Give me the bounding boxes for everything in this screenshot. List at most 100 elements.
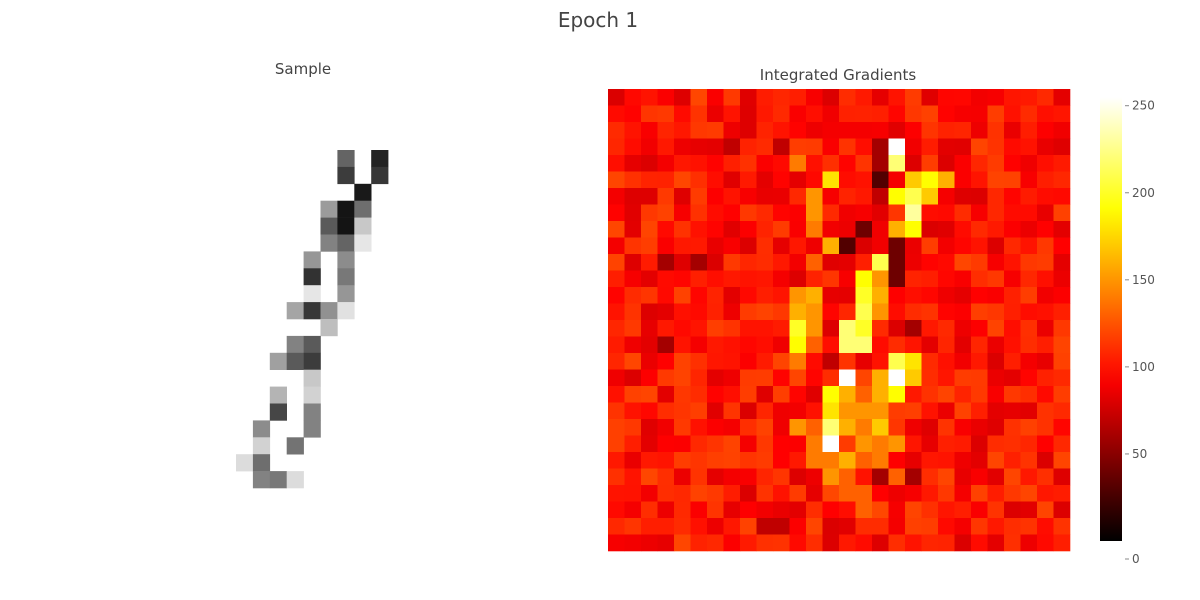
ig-cell [773,138,790,156]
ig-cell [756,105,774,123]
ig-cell [822,221,840,238]
ig-cell [756,237,774,255]
ig-cell [773,419,790,436]
colorbar-tick-label: 100 [1132,360,1155,374]
ig-cell [773,501,790,519]
ig-cell [1053,518,1071,535]
ig-cell [1020,468,1038,486]
ig-cell [905,452,922,469]
ig-cell [839,155,856,172]
ig-cell [921,518,939,535]
ig-cell [938,89,955,106]
ig-cell [707,237,724,255]
ig-cell [822,237,840,255]
sample-cell [354,200,372,218]
ig-cell [1020,353,1038,370]
ig-cell [756,122,774,139]
ig-cell [921,237,939,255]
sample-cell [354,217,372,235]
ig-cell [822,171,840,189]
ig-cell [674,353,691,370]
ig-cell [624,353,642,370]
ig-cell [872,386,889,403]
ig-cell [905,105,922,123]
ig-cell [888,501,906,519]
ig-cell [954,386,972,403]
sample-cell [337,268,355,286]
ig-cell [1020,534,1038,552]
ig-cell [740,353,757,370]
ig-cell [987,485,1005,502]
ig-cell [855,188,873,205]
ig-cell [1020,254,1038,271]
ig-cell [971,171,988,189]
ig-cell [690,501,708,519]
ig-cell [641,287,658,304]
ig-cell [987,419,1005,436]
ig-cell [855,89,873,106]
ig-cell [707,353,724,370]
ig-cell [690,270,708,288]
ig-cell [756,534,774,552]
ig-cell [723,188,741,205]
ig-cell [905,221,922,238]
ig-cell [773,287,790,304]
ig-cell [1053,138,1071,156]
ig-cell [954,270,972,288]
ig-cell [1037,501,1054,519]
ig-cell [888,138,906,156]
ig-cell [773,468,790,486]
ig-cell [1020,188,1038,205]
sample-cell [337,234,355,252]
ig-cell [855,303,873,321]
ig-cell [971,468,988,486]
ig-cell [789,171,807,189]
ig-cell [888,419,906,436]
ig-cell [855,287,873,304]
ig-cell [789,534,807,552]
ig-cell [756,254,774,271]
ig-cell [740,435,757,453]
ig-cell [756,320,774,337]
sample-cell [303,251,321,269]
ig-cell [1037,155,1054,172]
ig-cell [674,518,691,535]
ig-cell [806,419,823,436]
ig-cell [641,188,658,205]
ig-cell [905,336,922,354]
ig-cell [756,138,774,156]
ig-cell [756,287,774,304]
ig-cell [855,435,873,453]
ig-cell [657,89,675,106]
ig-cell [707,89,724,106]
sample-cell [269,386,287,404]
ig-cell [839,204,856,222]
ig-cell [1020,336,1038,354]
ig-cell [888,468,906,486]
ig-cell [872,336,889,354]
ig-cell [789,435,807,453]
ig-cell [740,303,757,321]
ig-cell [855,518,873,535]
ig-cell [905,435,922,453]
ig-cell [987,155,1005,172]
ig-cell [1053,221,1071,238]
ig-cell [723,138,741,156]
ig-cell [624,303,642,321]
ig-cell [1020,270,1038,288]
ig-cell [987,188,1005,205]
ig-cell [987,369,1005,387]
ig-cell [806,155,823,172]
ig-cell [987,270,1005,288]
ig-cell [657,204,675,222]
ig-cell [855,353,873,370]
ig-cell [690,435,708,453]
ig-cell [954,402,972,420]
ig-cell [987,386,1005,403]
ig-cell [987,171,1005,189]
ig-cell [806,270,823,288]
ig-cell [1020,138,1038,156]
ig-cell [740,452,757,469]
ig-cell [624,518,642,535]
ig-cell [608,303,625,321]
